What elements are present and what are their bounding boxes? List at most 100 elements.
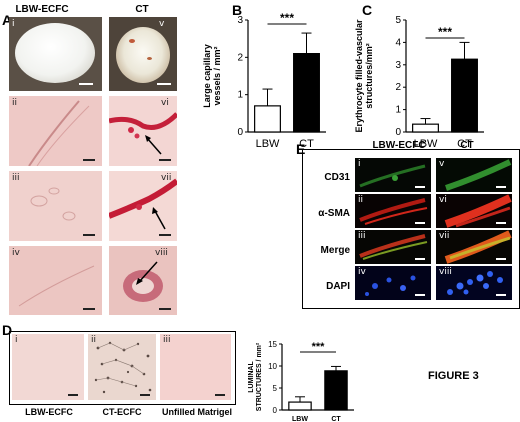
y-tick-label: 1 — [237, 90, 243, 101]
y-tick-label: 3 — [237, 15, 243, 26]
histology-lbw-iii: iii — [9, 171, 102, 241]
y-axis-label-line: structures/mm² — [364, 43, 374, 109]
tile-label: i — [12, 19, 15, 29]
y-tick-label: 1 — [395, 105, 401, 116]
panel-b-letter: B — [232, 2, 243, 18]
y-tick-label: 2 — [395, 82, 401, 93]
plug-photo-lbw: i — [9, 17, 102, 91]
y-tick-label: 4 — [395, 37, 401, 48]
tile-label: vii — [161, 173, 172, 183]
tile-label: iv — [12, 248, 20, 258]
y-axis-label-line: vessels / mm² — [212, 46, 222, 105]
histology-lbw-ii: ii — [9, 96, 102, 166]
scale-bar — [496, 258, 506, 260]
y-tick-label: 3 — [395, 60, 401, 71]
tile-label: viii — [439, 267, 452, 277]
tile-label: viii — [155, 248, 168, 258]
y-axis-label: Erythrocyte filled-vascular structures/mm… — [354, 19, 374, 133]
stain-label-merge: Merge — [320, 245, 350, 256]
histology-ct-vii: vii — [109, 171, 177, 241]
chart-b: 0 1 2 3 Large capillary vessels / mm² LBW CT *** — [202, 11, 326, 150]
scale-bar — [496, 294, 506, 296]
scale-bar — [415, 258, 425, 260]
tile-label: vii — [439, 231, 450, 241]
scale-bar — [68, 394, 78, 396]
panel-d-letter: D — [2, 322, 13, 338]
stain-label-cd31: CD31 — [324, 172, 350, 183]
y-axis-label-line: STRUCTURES / mm² — [256, 342, 263, 411]
tissue-texture — [30, 187, 76, 221]
y-axis-label-line: Erythrocyte filled-vascular — [354, 19, 364, 133]
panel-d-frame — [9, 331, 236, 405]
tissue-texture — [109, 112, 177, 155]
panel-a-letter: A — [2, 12, 13, 28]
scale-bar — [157, 83, 171, 85]
y-axis-label-line: LUMINAL — [248, 361, 255, 393]
y-tick-label: 15 — [268, 340, 277, 349]
y-tick-label: 2 — [237, 52, 243, 63]
scale-bar — [415, 294, 425, 296]
caption-ct-ecfc: CT-ECFC — [102, 407, 142, 417]
tile-label: vi — [161, 98, 169, 108]
chart-c: 0 1 2 3 4 5 Erythrocyte filled-vascular structu… — [354, 15, 484, 150]
matrigel-ct: ii — [88, 334, 156, 400]
significance-stars: *** — [280, 11, 294, 25]
scale-bar — [215, 394, 225, 396]
bar-lbw — [412, 123, 439, 133]
y-tick-label: 10 — [268, 362, 277, 371]
chart-d: 0 5 10 15 LUMINAL STRUCTURES / mm² LBW CT *** — [248, 340, 354, 422]
x-category-label: CT — [457, 138, 472, 150]
scale-bar — [415, 222, 425, 224]
tile-label: iii — [358, 231, 366, 241]
stain-label-asma: α-SMA — [318, 208, 350, 219]
scale-bar — [83, 234, 95, 236]
x-category-label: LBW — [414, 138, 438, 150]
y-tick-label: 0 — [237, 127, 243, 138]
matrigel-lbw: i — [12, 334, 84, 400]
scale-bar — [83, 159, 95, 161]
panel-e-letter: E — [296, 141, 306, 157]
scale-bar — [496, 186, 506, 188]
y-tick-label: 5 — [273, 384, 278, 393]
x-category-label: CT — [331, 416, 341, 422]
scale-bar — [79, 83, 93, 85]
y-tick-label: 0 — [273, 406, 278, 415]
significance-stars: *** — [438, 25, 452, 39]
tissue-texture — [123, 261, 163, 302]
fluor-dapi-lbw: iv — [355, 266, 431, 300]
panel-e-header-ct: CT — [460, 140, 474, 151]
figure-label: FIGURE 3 — [428, 370, 479, 382]
scale-bar — [159, 234, 171, 236]
bar-lbw — [254, 105, 281, 133]
bar-lbw — [288, 401, 312, 411]
tile-label: iii — [163, 335, 171, 345]
caption-lbw-ecfc: LBW-ECFC — [25, 407, 73, 417]
tile-label: v — [159, 19, 165, 29]
fluor-asma-ct: vi — [436, 194, 512, 228]
scale-bar — [496, 222, 506, 224]
tissue-texture — [28, 100, 90, 166]
y-axis-label: Large capillary vessels / mm² — [202, 44, 222, 108]
x-category-label: LBW — [292, 416, 308, 422]
y-axis-label: LUMINAL STRUCTURES / mm² — [248, 342, 263, 411]
fluor-cd31-lbw: i — [355, 158, 431, 192]
panel-a-header-ct: CT — [135, 4, 149, 15]
stain-label-dapi: DAPI — [326, 281, 350, 292]
panel-c-letter: C — [362, 2, 373, 18]
tile-label: v — [439, 159, 445, 169]
arrow-icon — [154, 210, 166, 230]
scale-bar — [415, 186, 425, 188]
tissue-texture — [109, 178, 177, 230]
scale-bar — [159, 308, 171, 310]
arrow-icon — [146, 137, 162, 155]
x-category-label: LBW — [256, 138, 280, 150]
scale-bar — [83, 308, 95, 310]
bar-ct — [451, 58, 478, 133]
panel-a-header-lbw: LBW-ECFC — [15, 4, 69, 15]
significance-stars: *** — [312, 341, 326, 353]
arrow-icon — [138, 261, 158, 283]
fluor-dapi-ct: viii — [436, 266, 512, 300]
y-axis-label-line: Large capillary — [202, 44, 212, 108]
scale-bar — [159, 159, 171, 161]
x-category-label: CT — [299, 138, 314, 150]
